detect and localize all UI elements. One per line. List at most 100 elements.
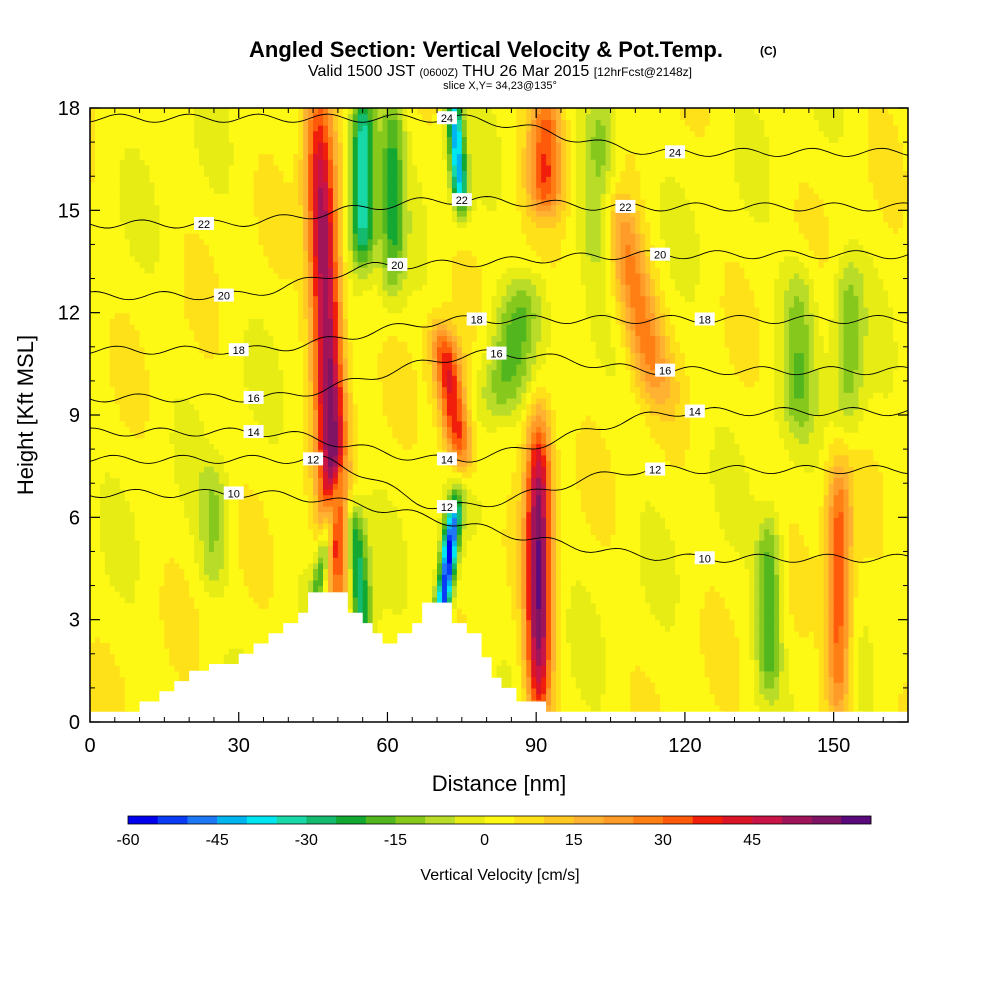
velocity-cell	[283, 551, 289, 557]
velocity-cell	[135, 478, 141, 484]
velocity-cell	[308, 563, 314, 569]
velocity-cell	[254, 153, 260, 159]
velocity-cell	[259, 142, 265, 148]
velocity-cell	[303, 375, 309, 381]
velocity-cell	[199, 426, 205, 432]
velocity-cell	[135, 557, 141, 563]
velocity-cell	[159, 642, 165, 648]
velocity-cell	[135, 608, 141, 614]
velocity-cell	[194, 387, 200, 393]
velocity-cell	[120, 210, 126, 216]
velocity-cell	[254, 523, 260, 529]
velocity-cell	[264, 574, 270, 580]
velocity-cell	[159, 421, 165, 427]
velocity-cell	[209, 199, 215, 205]
velocity-cell	[105, 483, 111, 489]
velocity-cell	[100, 398, 106, 404]
velocity-cell	[130, 171, 136, 177]
velocity-cell	[224, 239, 230, 245]
velocity-cell	[288, 614, 294, 620]
velocity-cell	[288, 125, 294, 131]
velocity-cell	[313, 239, 319, 245]
velocity-cell	[149, 591, 155, 597]
velocity-cell	[174, 244, 180, 250]
velocity-cell	[184, 267, 190, 273]
velocity-cell	[135, 341, 141, 347]
velocity-cell	[140, 517, 146, 523]
velocity-cell	[268, 546, 274, 552]
velocity-cell	[199, 358, 205, 364]
velocity-cell	[149, 335, 155, 341]
velocity-cell	[154, 210, 160, 216]
velocity-cell	[125, 296, 131, 302]
velocity-cell	[244, 557, 250, 563]
velocity-cell	[95, 546, 101, 552]
velocity-cell	[298, 290, 304, 296]
velocity-cell	[115, 273, 121, 279]
velocity-cell	[264, 267, 270, 273]
velocity-cell	[244, 472, 250, 478]
velocity-cell	[154, 267, 160, 273]
velocity-cell	[184, 199, 190, 205]
velocity-cell	[140, 256, 146, 262]
velocity-cell	[204, 119, 210, 125]
velocity-cell	[130, 239, 136, 245]
velocity-cell	[90, 415, 96, 421]
velocity-cell	[264, 478, 270, 484]
velocity-cell	[159, 443, 165, 449]
velocity-cell	[268, 569, 274, 575]
velocity-cell	[264, 432, 270, 438]
velocity-cell	[100, 313, 106, 319]
velocity-cell	[130, 381, 136, 387]
velocity-cell	[174, 125, 180, 131]
velocity-cell	[278, 108, 284, 114]
velocity-cell	[278, 620, 284, 626]
velocity-cell	[229, 108, 235, 114]
velocity-cell	[100, 256, 106, 262]
velocity-cell	[189, 625, 195, 631]
velocity-cell	[174, 381, 180, 387]
velocity-cell	[145, 608, 151, 614]
velocity-cell	[244, 409, 250, 415]
velocity-cell	[120, 483, 126, 489]
velocity-cell	[120, 153, 126, 159]
velocity-cell	[259, 210, 265, 216]
velocity-cell	[135, 239, 141, 245]
velocity-cell	[105, 631, 111, 637]
velocity-cell	[159, 330, 165, 336]
velocity-cell	[115, 631, 121, 637]
velocity-cell	[249, 569, 255, 575]
velocity-cell	[95, 688, 101, 694]
velocity-cell	[95, 563, 101, 569]
velocity-cell	[209, 517, 215, 523]
velocity-cell	[145, 688, 151, 694]
velocity-cell	[120, 290, 126, 296]
velocity-cell	[283, 347, 289, 353]
velocity-cell	[174, 279, 180, 285]
velocity-cell	[219, 506, 225, 512]
velocity-cell	[293, 506, 299, 512]
velocity-cell	[110, 603, 116, 609]
velocity-cell	[293, 307, 299, 313]
velocity-cell	[273, 398, 279, 404]
velocity-cell	[273, 131, 279, 137]
velocity-cell	[90, 694, 96, 700]
velocity-cell	[154, 165, 160, 171]
velocity-cell	[184, 415, 190, 421]
velocity-cell	[140, 273, 146, 279]
velocity-cell	[189, 119, 195, 125]
velocity-cell	[169, 370, 175, 376]
velocity-cell	[145, 347, 151, 353]
velocity-cell	[264, 239, 270, 245]
velocity-cell	[209, 171, 215, 177]
velocity-cell	[164, 330, 170, 336]
velocity-cell	[288, 438, 294, 444]
velocity-cell	[184, 370, 190, 376]
velocity-cell	[95, 489, 101, 495]
velocity-cell	[174, 421, 180, 427]
velocity-cell	[100, 449, 106, 455]
velocity-cell	[313, 193, 319, 199]
velocity-cell	[100, 142, 106, 148]
velocity-cell	[140, 694, 146, 700]
velocity-cell	[249, 262, 255, 268]
